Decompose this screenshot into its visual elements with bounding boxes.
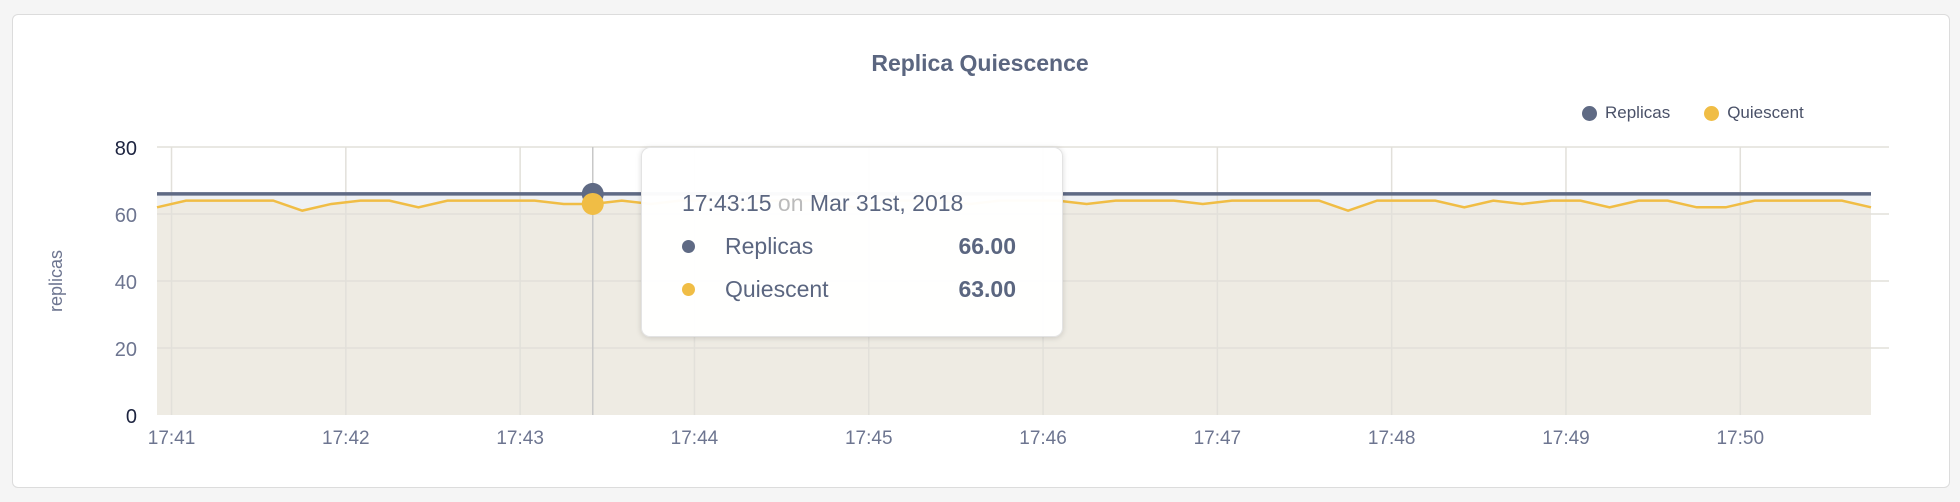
y-tick-label: 40 xyxy=(115,272,137,294)
x-tick-label: 17:43 xyxy=(496,428,544,449)
tooltip-series-value: 66.00 xyxy=(958,233,1016,259)
series-dot-icon xyxy=(682,283,695,296)
tooltip: 17:43:15 on Mar 31st, 2018 Replicas 66.0… xyxy=(641,147,1063,337)
legend-item-replicas[interactable]: Replicas xyxy=(1582,103,1670,123)
tooltip-series-value: 63.00 xyxy=(958,276,1016,302)
legend: Replicas Quiescent xyxy=(1582,103,1804,123)
series-dot-icon xyxy=(682,240,695,253)
x-tick-label: 17:50 xyxy=(1716,428,1764,449)
tooltip-header: 17:43:15 on Mar 31st, 2018 xyxy=(682,190,963,217)
y-tick-label: 20 xyxy=(115,339,137,361)
legend-item-quiescent[interactable]: Quiescent xyxy=(1704,103,1804,123)
tooltip-time: 17:43:15 xyxy=(682,190,772,216)
x-tick-label: 17:47 xyxy=(1194,428,1242,449)
y-tick-label: 80 xyxy=(115,138,137,160)
tooltip-row-quiescent: Quiescent 63.00 xyxy=(682,276,1016,303)
tooltip-series-name: Replicas xyxy=(725,233,814,259)
tooltip-on: on xyxy=(777,190,804,216)
tooltip-date: Mar 31st, 2018 xyxy=(809,190,964,216)
legend-dot-icon xyxy=(1704,105,1720,121)
tooltip-series-name: Quiescent xyxy=(725,276,829,302)
x-tick-label: 17:49 xyxy=(1542,428,1590,449)
y-tick-label: 60 xyxy=(115,205,137,227)
x-tick-label: 17:46 xyxy=(1019,428,1067,449)
legend-label: Replicas xyxy=(1605,103,1671,122)
x-tick-label: 17:42 xyxy=(322,428,370,449)
chart-title: Replica Quiescence xyxy=(871,50,1089,76)
hover-point-quiescent xyxy=(581,192,604,215)
legend-dot-icon xyxy=(1582,105,1597,121)
legend-label: Quiescent xyxy=(1727,103,1804,122)
x-tick-label: 17:45 xyxy=(845,428,893,449)
y-axis-title: replicas xyxy=(46,250,66,312)
x-tick-label: 17:41 xyxy=(148,428,196,449)
x-tick-label: 17:44 xyxy=(671,428,719,449)
y-tick-label: 0 xyxy=(126,406,137,428)
x-tick-label: 17:48 xyxy=(1368,428,1416,449)
tooltip-row-replicas: Replicas 66.00 xyxy=(682,233,1016,260)
